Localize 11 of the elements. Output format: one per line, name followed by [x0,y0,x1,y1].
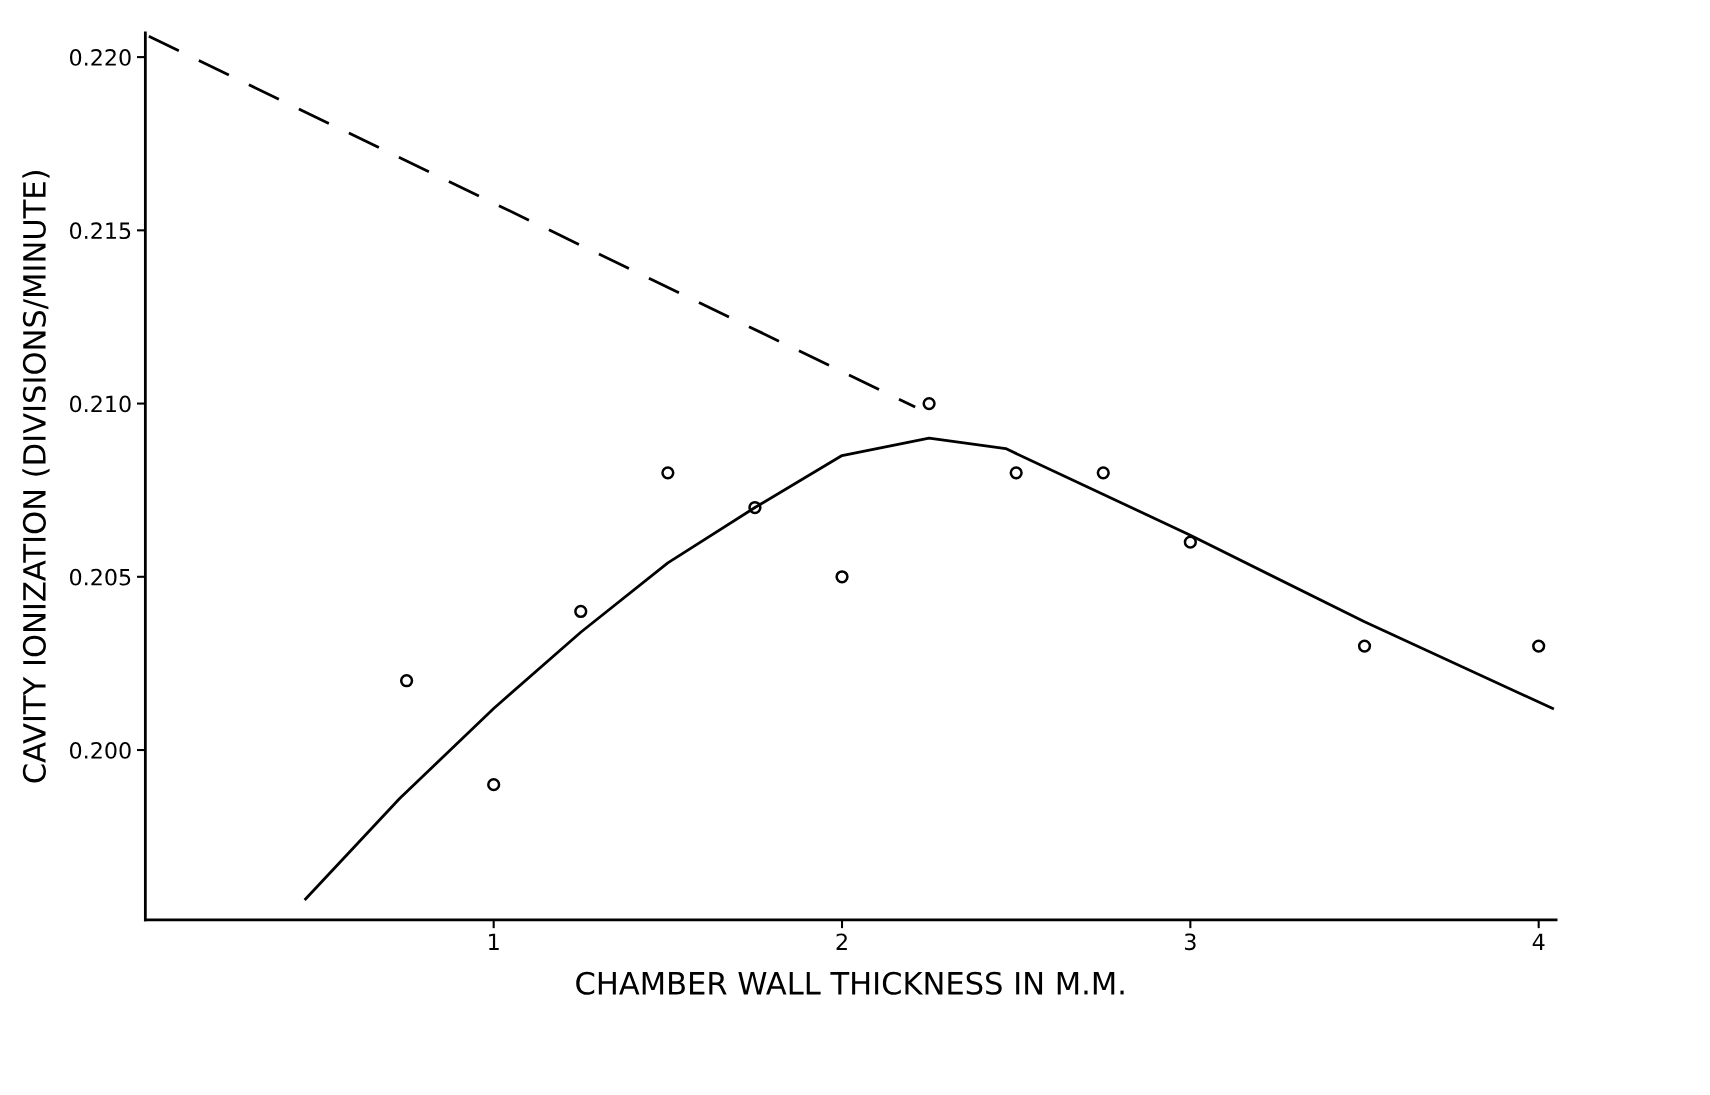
y-tick-label: 0.200 [70,741,131,759]
y-axis-title: CAVITY IONIZATION (DIVISIONS/MINUTE) [22,171,50,783]
x-tick-label: 2 [836,933,847,950]
y-tick-label: 0.205 [70,568,131,586]
x-axis-title: CHAMBER WALL THICKNESS IN M.M. [576,971,1124,995]
y-tick-label: 0.220 [70,49,131,66]
x-tick-label: 1 [489,933,499,950]
y-tick-label: 0.210 [70,395,131,413]
x-tick-label: 3 [1184,933,1196,951]
y-tick-label: 0.215 [70,222,131,240]
x-tick-label: 4 [1532,933,1545,950]
